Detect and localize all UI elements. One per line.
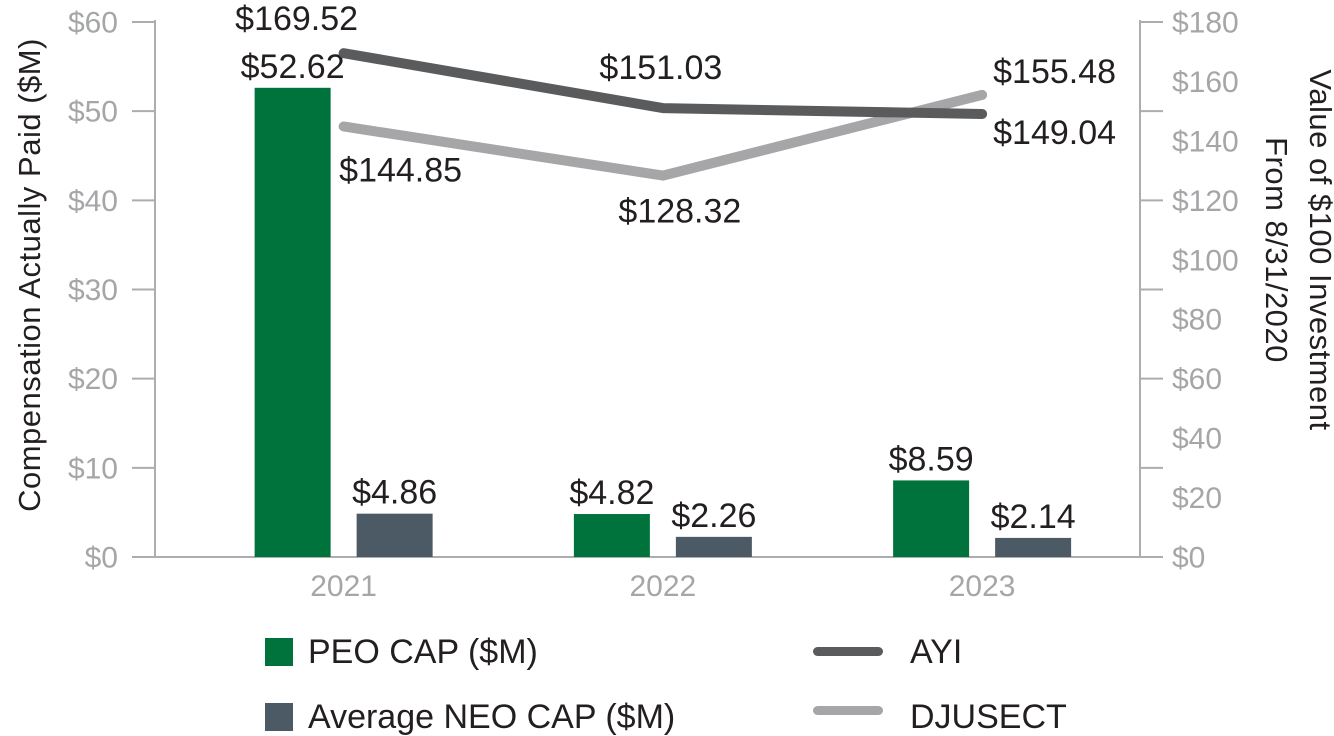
bar-value-label: $4.82: [569, 474, 654, 512]
left-axis-tick-label: $60: [68, 7, 118, 40]
left-axis-tick-label: $20: [68, 363, 118, 396]
right-axis-tick-label: $40: [1172, 423, 1222, 456]
right-axis-tick-label: $140: [1172, 125, 1239, 158]
line-value-label-djusect: $144.85: [339, 151, 462, 189]
bar-peo-cap-2021: [254, 87, 331, 558]
bar-value-label: $2.14: [991, 498, 1076, 536]
right-axis-title-line2: From 8/31/2020: [1259, 137, 1294, 363]
legend-swatch-djusect: [813, 706, 883, 715]
line-ayi: [338, 48, 988, 120]
x-axis-category-label: 2021: [310, 570, 377, 603]
right-axis-tick-label: $180: [1172, 7, 1239, 40]
bar-avg-neo-cap-2022: [675, 536, 752, 557]
legend-label-peo-cap: PEO CAP ($M): [308, 633, 538, 671]
bar-value-label: $52.62: [241, 48, 345, 86]
legend-swatch-avg-neo-cap: [265, 703, 293, 731]
bar-value-label: $2.26: [671, 497, 756, 535]
right-axis-title: Value of $100 Investment From 8/31/2020: [1254, 20, 1334, 480]
legend-swatch-ayi: [813, 647, 883, 656]
left-axis-tick-label: $40: [68, 185, 118, 218]
left-axis-tick-label: $0: [85, 542, 118, 575]
legend-label-ayi: AYI: [910, 633, 963, 671]
bar-peo-cap-2023: [893, 480, 970, 557]
left-axis-title: Compensation Actually Paid ($M): [12, 38, 47, 512]
line-value-label-ayi: $169.52: [235, 0, 358, 38]
right-axis-tick-label: $160: [1172, 66, 1239, 99]
legend-label-avg-neo-cap: Average NEO CAP ($M): [308, 698, 676, 736]
right-axis-tick-label: $20: [1172, 482, 1222, 515]
left-axis-tick-label: $50: [68, 96, 118, 129]
right-axis-tick-label: $100: [1172, 244, 1239, 277]
line-value-label-ayi: $151.03: [599, 49, 722, 87]
line-djusect: [338, 89, 988, 181]
legend-swatch-peo-cap: [265, 638, 293, 666]
bar-avg-neo-cap-2023: [995, 537, 1072, 557]
left-axis-tick-label: $10: [68, 452, 118, 485]
x-axis-category-label: 2022: [630, 570, 697, 603]
right-axis-title-line1: Value of $100 Investment: [1303, 69, 1334, 431]
bar-value-label: $8.59: [889, 440, 974, 478]
bar-value-label: $4.86: [352, 474, 437, 512]
line-value-label-djusect: $128.32: [618, 193, 741, 231]
line-value-label-djusect: $155.48: [993, 53, 1116, 91]
legend-label-djusect: DJUSECT: [910, 698, 1067, 736]
bar-avg-neo-cap-2021: [356, 513, 433, 557]
right-axis-tick-label: $0: [1172, 542, 1205, 575]
right-axis-tick-label: $60: [1172, 363, 1222, 396]
right-axis-tick-label: $120: [1172, 185, 1239, 218]
line-value-label-ayi: $149.04: [993, 114, 1116, 152]
bar-peo-cap-2022: [573, 514, 650, 557]
x-axis-category-label: 2023: [949, 570, 1016, 603]
right-axis-tick-label: $80: [1172, 304, 1222, 337]
left-axis-tick-label: $30: [68, 274, 118, 307]
